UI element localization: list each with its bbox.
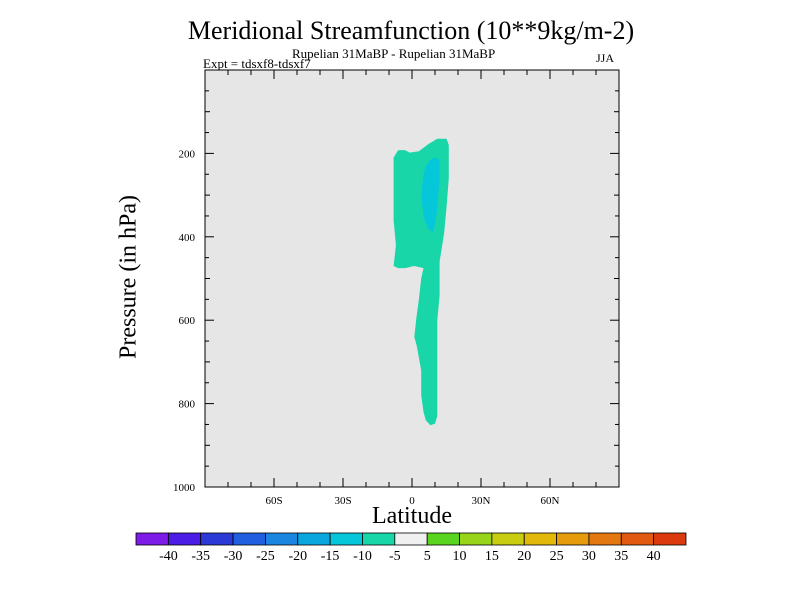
colorbar-swatch — [620, 532, 655, 546]
colorbar-swatch — [426, 532, 460, 546]
axis-ticks: 200 400 600 800 1000 60S 30S 0 30N 60N — [173, 70, 619, 507]
colorbar-label: 40 — [647, 549, 661, 564]
x-tick-label: 30N — [472, 495, 491, 507]
colorbar-swatch — [200, 532, 234, 546]
colorbar-swatch — [394, 532, 428, 546]
colorbar-label: -40 — [159, 549, 178, 564]
colorbar-label: 20 — [517, 549, 531, 564]
x-axis-label: Latitude — [372, 503, 452, 529]
colorbar-swatch — [556, 532, 590, 546]
colorbar-label: -15 — [321, 549, 340, 564]
colorbar-label: -25 — [256, 549, 275, 564]
y-tick-label: 200 — [179, 148, 196, 160]
colorbar-swatch — [232, 532, 266, 546]
colorbar-swatch — [362, 532, 396, 546]
colorbar-swatch — [265, 532, 299, 546]
colorbar-label: 35 — [614, 549, 628, 564]
chart-subtitle: Rupelian 31MaBP - Rupelian 31MaBP — [292, 46, 496, 61]
colorbar-swatch — [329, 532, 363, 546]
colorbar-swatch — [167, 532, 202, 546]
contour-region-2 — [421, 157, 440, 233]
y-tick-label: 800 — [179, 399, 196, 411]
colorbar-swatch — [459, 532, 493, 546]
colorbar-swatch — [588, 532, 622, 546]
colorbar-label: -10 — [353, 549, 372, 564]
contour-regions — [393, 138, 449, 426]
colorbar-label: -20 — [288, 549, 307, 564]
colorbar-swatch — [653, 532, 687, 546]
x-tick-label: 0 — [409, 495, 415, 507]
colorbar-swatch — [491, 532, 525, 546]
experiment-label: Expt = tdsxf8-tdsxf7 — [203, 56, 311, 71]
colorbar-label: 30 — [582, 549, 596, 564]
colorbar-label: -30 — [224, 549, 243, 564]
y-tick-label: 400 — [179, 232, 196, 244]
colorbar-label: 25 — [550, 549, 564, 564]
chart-title: Meridional Streamfunction (10**9kg/m-2) — [187, 16, 635, 45]
colorbar: -40 -35 -30 -25 -20 -15 -10 -5 5 10 15 20 25 30 35 40 — [135, 532, 687, 564]
y-tick-label: 600 — [179, 315, 196, 327]
colorbar-swatch — [135, 532, 169, 546]
colorbar-label: 5 — [424, 549, 431, 564]
colorbar-swatch — [523, 532, 557, 546]
colorbar-label: 10 — [453, 549, 467, 564]
x-tick-label: 30S — [334, 495, 351, 507]
x-tick-label: 60S — [265, 495, 282, 507]
y-tick-label: 1000 — [173, 482, 196, 494]
colorbar-label: 15 — [485, 549, 499, 564]
season-label: JJA — [596, 51, 615, 65]
colorbar-label: -5 — [389, 549, 401, 564]
colorbar-label: -35 — [191, 549, 210, 564]
colorbar-swatch — [297, 532, 331, 546]
x-tick-label: 60N — [541, 495, 560, 507]
plot-background — [205, 70, 619, 487]
